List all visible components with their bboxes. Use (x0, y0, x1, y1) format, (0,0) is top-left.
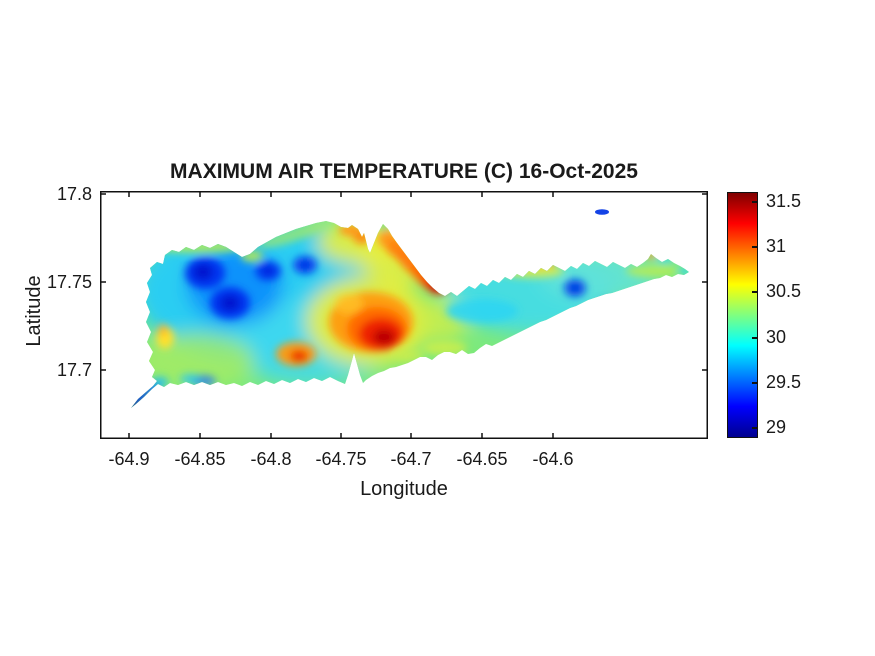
colorbar-tick (752, 427, 757, 429)
y-axis-label: Latitude (23, 275, 45, 347)
axis-box-and-ticks (100, 191, 708, 439)
x-tick-label: -64.85 (174, 449, 226, 469)
colorbar-tick (752, 382, 757, 384)
y-tick-label: 17.7 (56, 360, 92, 380)
x-tick-label: -64.8 (250, 449, 292, 469)
colorbar-label: 31 (766, 236, 787, 256)
y-tick-label: 17.8 (56, 184, 92, 204)
colorbar-label: 30 (766, 327, 787, 347)
x-tick-label: -64.6 (532, 449, 574, 469)
island-temperature-field (131, 221, 689, 408)
x-tick-label: -64.7 (390, 449, 432, 469)
x-tick-label: -64.75 (315, 449, 367, 469)
colorbar-label: 30.5 (766, 281, 802, 301)
colorbar-tick (752, 246, 757, 248)
colorbar-tick (752, 291, 757, 293)
x-tick-label: -64.65 (456, 449, 508, 469)
colorbar-tick (752, 201, 757, 203)
x-axis-label: Longitude (360, 478, 448, 500)
colorbar-tick (752, 337, 757, 339)
map-plot-area (100, 191, 708, 439)
colorbar (727, 192, 758, 438)
y-tick-label: 17.75 (46, 272, 92, 292)
plot-title: MAXIMUM AIR TEMPERATURE (C) 16-Oct-2025 (170, 160, 638, 183)
colorbar-label: 31.5 (766, 191, 802, 211)
colorbar-label: 29.5 (766, 372, 802, 392)
colorbar-label: 29 (766, 417, 787, 437)
x-tick-label: -64.9 (108, 449, 150, 469)
offshore-islet (595, 209, 609, 215)
